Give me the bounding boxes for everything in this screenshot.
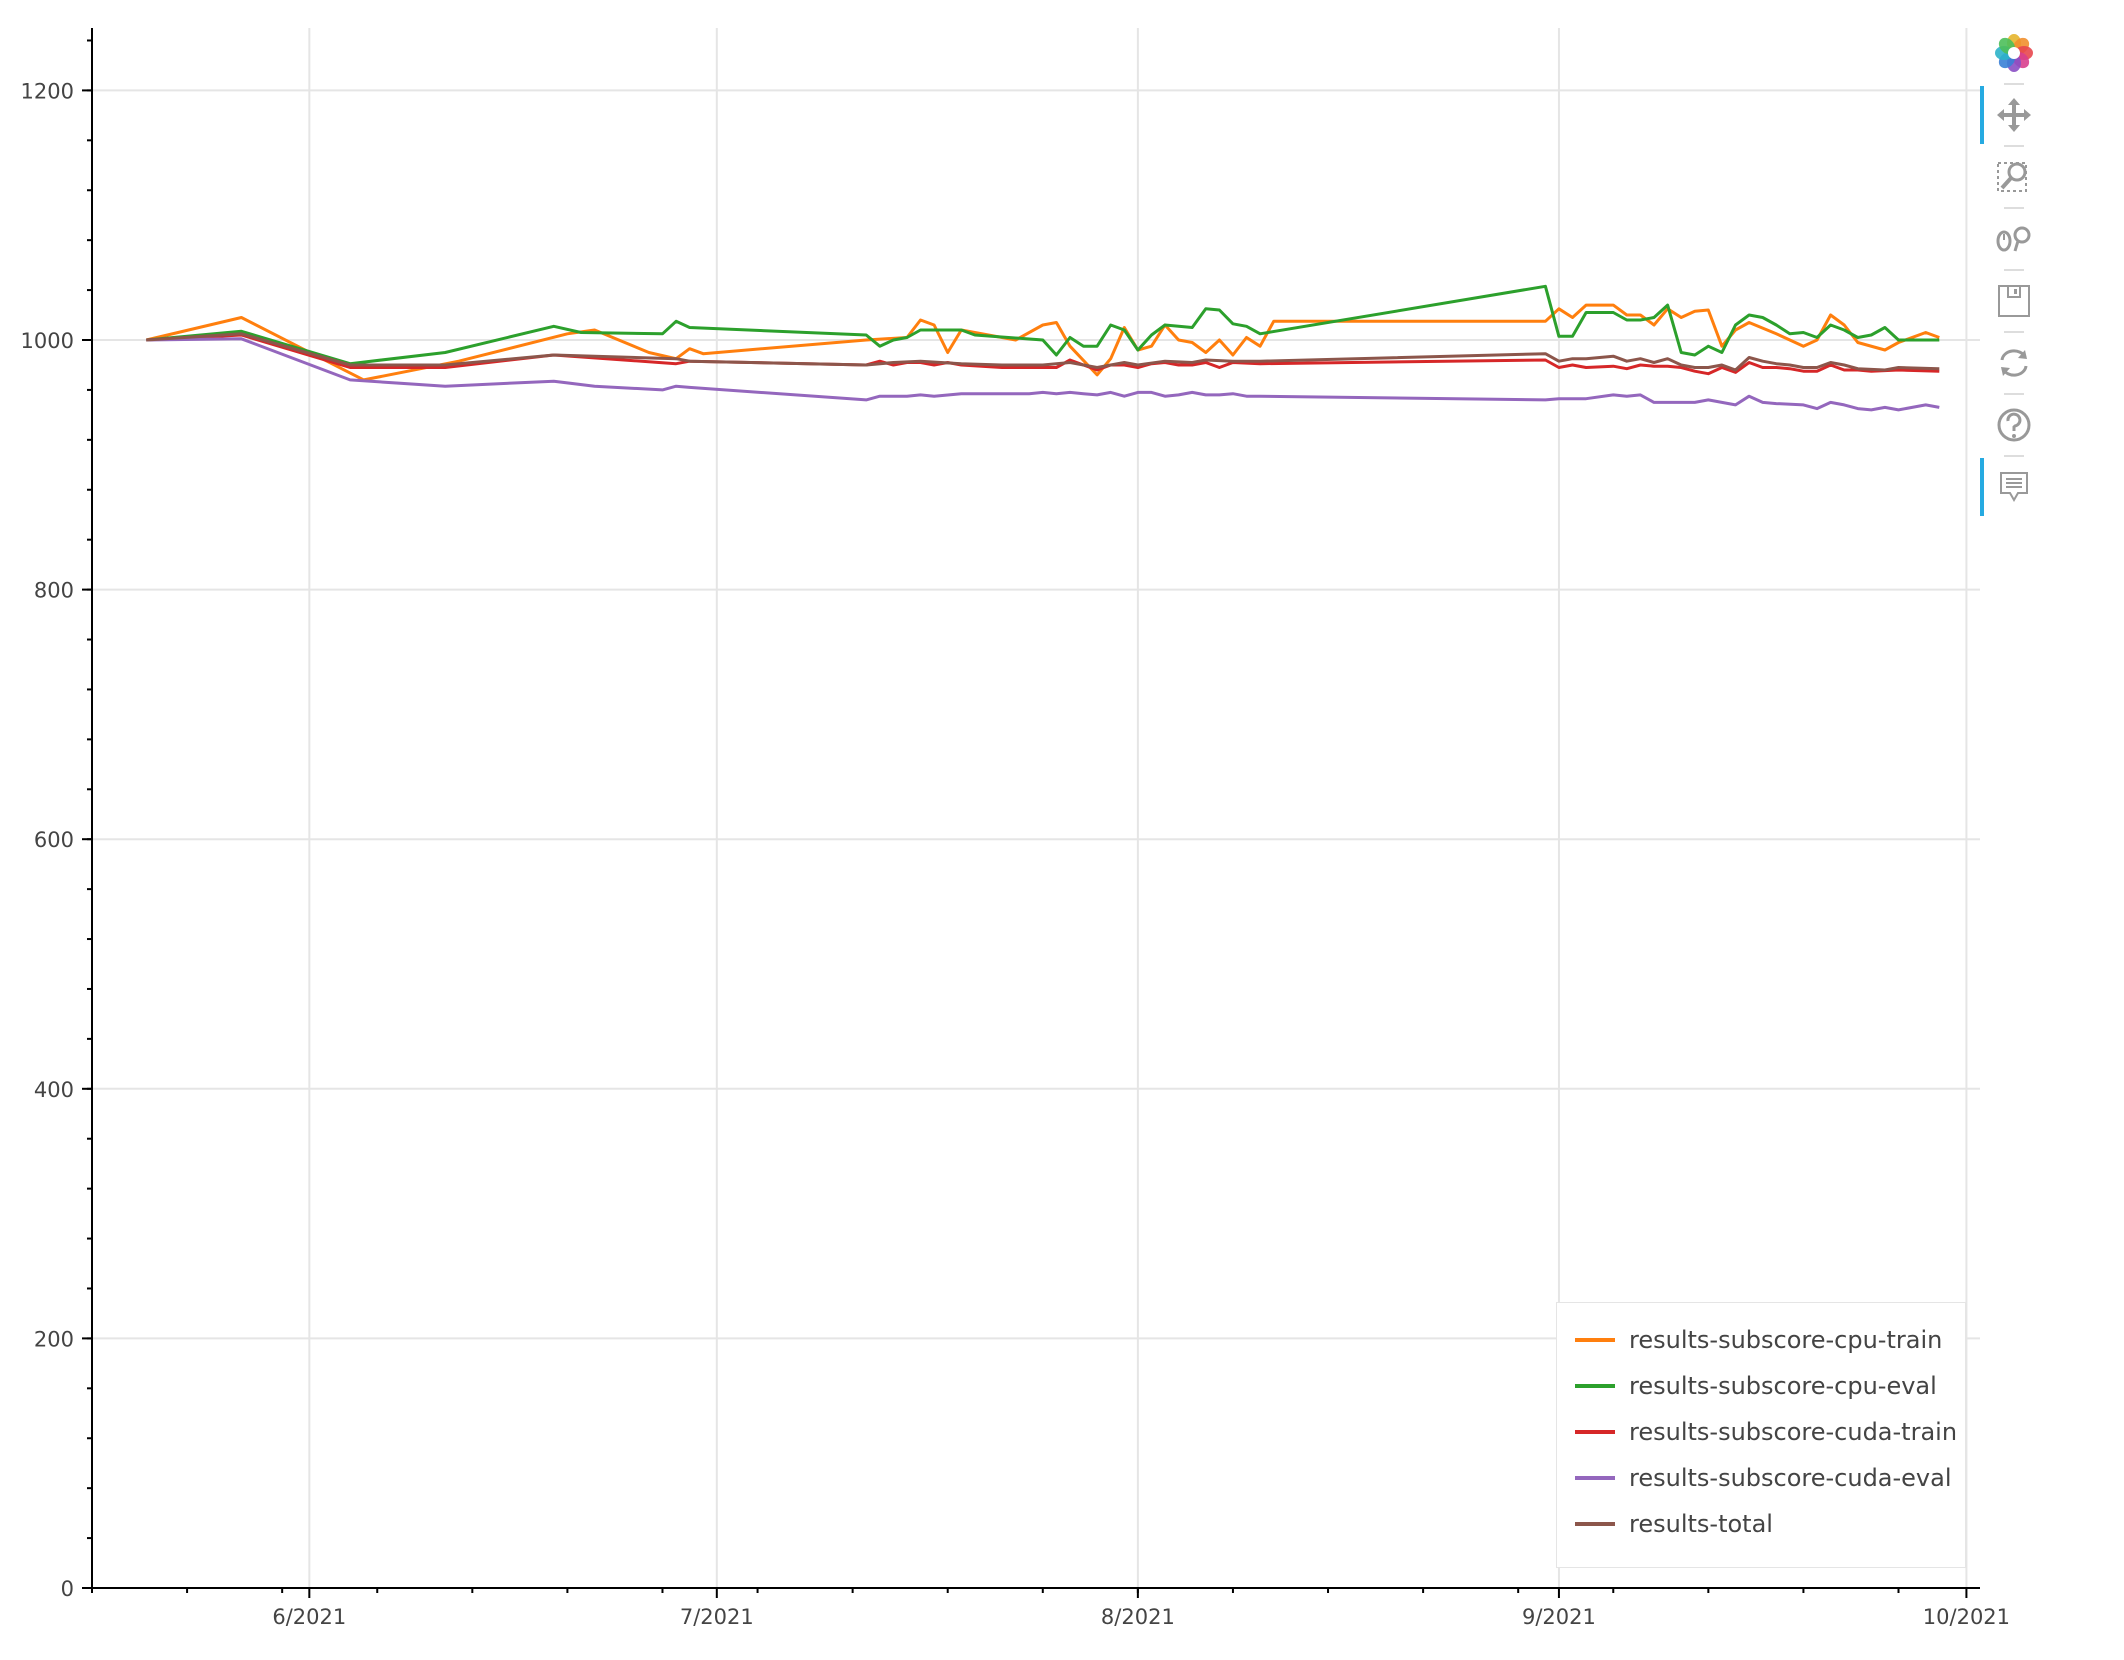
legend-swatch [1575,1384,1615,1388]
series-line-results-subscore-cuda-eval[interactable] [146,337,1940,412]
y-tick-label: 1000 [21,329,74,353]
bokeh-logo-icon [1995,34,2033,72]
legend-item[interactable]: results-subscore-cuda-eval [1575,1455,1965,1501]
chart-toolbar [1978,22,2050,518]
y-tick-label: 600 [34,828,74,852]
legend-item[interactable]: results-subscore-cpu-train [1575,1317,1965,1363]
reset-icon [2000,349,2028,377]
reset-tool[interactable] [1978,331,2050,394]
series-line-results-subscore-cpu-train[interactable] [145,303,1940,382]
legend-label: results-subscore-cuda-train [1629,1418,1958,1446]
y-tick-label: 200 [34,1327,74,1351]
legend-swatch [1575,1430,1615,1434]
legend-label: results-total [1629,1510,1773,1538]
series-layer [145,284,1940,412]
series-line-results-subscore-cpu-eval[interactable] [146,284,1940,366]
legend: results-subscore-cpu-train results-subsco… [1556,1302,1966,1568]
legend-label: results-subscore-cpu-train [1629,1326,1943,1354]
wheel-zoom-tool[interactable] [1978,207,2050,270]
y-tick-label: 0 [61,1577,74,1601]
hover-icon [2000,472,2028,503]
x-tick-label: 7/2021 [680,1605,754,1629]
box-zoom-tool[interactable] [1978,145,2050,208]
legend-item[interactable]: results-subscore-cpu-eval [1575,1363,1965,1409]
series-line-results-total[interactable] [146,332,1940,372]
bokeh-logo-tool[interactable] [1978,22,2050,84]
y-tick-label: 800 [34,579,74,603]
x-tick-label: 6/2021 [272,1605,346,1629]
legend-swatch [1575,1476,1615,1480]
pan-tool[interactable] [1978,83,2050,146]
legend-item[interactable]: results-subscore-cuda-train [1575,1409,1965,1455]
y-tick-label: 1200 [21,79,74,103]
help-icon [1997,408,2031,442]
wheel-zoom-icon [1996,226,2031,252]
save-icon [1998,285,2030,317]
help-tool[interactable] [1978,393,2050,456]
legend-swatch [1575,1338,1615,1342]
x-tick-label: 9/2021 [1522,1605,1596,1629]
x-tick-label: 10/2021 [1923,1605,2010,1629]
y-tick-label: 400 [34,1078,74,1102]
save-tool[interactable] [1978,269,2050,332]
legend-item[interactable]: results-total [1575,1501,1965,1547]
series-line-results-subscore-cuda-train[interactable] [146,333,1940,376]
legend-label: results-subscore-cuda-eval [1629,1464,1952,1492]
hover-tool[interactable] [1978,455,2050,518]
x-tick-label: 8/2021 [1101,1605,1175,1629]
pan-icon [1997,98,2031,132]
legend-swatch [1575,1522,1615,1526]
axes: 0 200 400 600 800 1000 1200 6/2021 7/2021 8/2021 9… [21,28,2010,1629]
legend-label: results-subscore-cpu-eval [1629,1372,1937,1400]
box-zoom-icon [1997,162,2027,192]
